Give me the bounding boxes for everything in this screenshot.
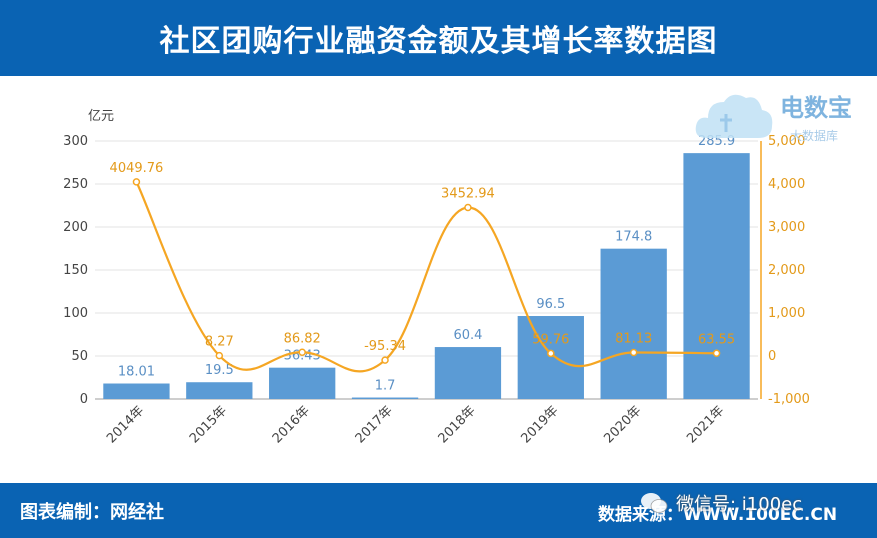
growth-rate-point — [629, 348, 638, 357]
x-tick-label: 2018年 — [436, 403, 479, 446]
wechat-id: 微信号: i100ec — [676, 494, 803, 515]
bar-value-label: 18.01 — [118, 365, 155, 380]
wechat-icon — [641, 493, 668, 513]
growth-rate-point — [464, 203, 472, 212]
growth-rate-label: 8.27 — [205, 335, 234, 350]
growth-rate-label: 3452.94 — [441, 187, 495, 202]
growth-rate-label: 63.55 — [698, 332, 735, 347]
bar-value-label: 19.5 — [205, 363, 234, 378]
bar — [434, 347, 502, 399]
y-tick-label: 150 — [63, 263, 88, 278]
chart-area: 亿元 0 50 100 150 200 250 300 -1,000 0 1,000 2,000 3,0… — [0, 76, 877, 483]
growth-rate-label: 4049.76 — [110, 161, 164, 176]
bar — [103, 383, 170, 399]
y-axis-title: 亿元 — [88, 109, 114, 124]
header-bar: 社区团购行业融资金额及其增长率数据图 — [0, 0, 877, 76]
y-tick-label: 50 — [71, 349, 88, 364]
growth-rate-label: -95.34 — [364, 339, 406, 354]
y2-tick-label: 3,000 — [768, 220, 805, 235]
bar-value-label: 96.5 — [536, 297, 565, 312]
bar — [351, 397, 419, 399]
bar — [600, 248, 667, 399]
y2-tick-label: -1,000 — [768, 392, 810, 407]
bar-value-label: 1.7 — [375, 379, 396, 394]
y-tick-label: 0 — [80, 392, 88, 407]
y2-tick-label: 0 — [768, 349, 776, 364]
growth-rate-point — [132, 178, 141, 186]
x-tick-label: 2021年 — [684, 403, 727, 446]
x-tick-label: 2015年 — [187, 403, 230, 446]
x-tick-label: 2014年 — [104, 403, 147, 446]
growth-rate-point — [381, 356, 389, 364]
growth-rate-label: 81.13 — [615, 332, 652, 347]
growth-rate-label: 59.76 — [532, 332, 569, 347]
x-tick-label: 2016年 — [270, 403, 313, 446]
y2-tick-label: 2,000 — [768, 263, 805, 278]
bar — [269, 367, 336, 399]
logo-name: 电数宝 — [780, 94, 852, 122]
bar — [186, 382, 253, 399]
y2-tick-label: 5,000 — [768, 134, 805, 149]
growth-rate-point — [215, 351, 224, 360]
y-tick-label: 250 — [63, 177, 88, 192]
y-tick-label: 100 — [63, 306, 88, 321]
bar — [517, 316, 584, 399]
page-title: 社区团购行业融资金额及其增长率数据图 — [159, 24, 718, 59]
y2-tick-label: 1,000 — [768, 306, 805, 321]
bar-value-label: 174.8 — [615, 230, 652, 245]
growth-rate-point — [547, 349, 555, 358]
footer-source-editor: 图表编制：网经社 — [20, 502, 164, 523]
bar — [683, 153, 750, 399]
x-tick-label: 2019年 — [518, 403, 561, 446]
bar-value-label: 60.4 — [453, 328, 482, 343]
growth-rate-label: 86.82 — [284, 331, 321, 346]
x-tick-label: 2020年 — [601, 403, 644, 446]
ebrun-cloud-icon: 电数宝 大数据库 — [695, 94, 852, 143]
chart-svg: 亿元 0 50 100 150 200 250 300 -1,000 0 1,000 2,000 3,0… — [63, 109, 810, 446]
wechat-watermark: 微信号: i100ec — [640, 490, 802, 516]
footer-bar: 图表编制：网经社 数据来源：WWW.100EC.CN — [0, 483, 877, 538]
y-tick-label: 300 — [63, 134, 88, 149]
x-tick-label: 2017年 — [353, 403, 396, 446]
y2-tick-label: 4,000 — [768, 177, 805, 192]
growth-rate-point — [298, 348, 306, 357]
growth-rate-point — [712, 349, 721, 358]
logo-tagline: 大数据库 — [790, 128, 838, 143]
y-tick-label: 200 — [63, 220, 88, 235]
